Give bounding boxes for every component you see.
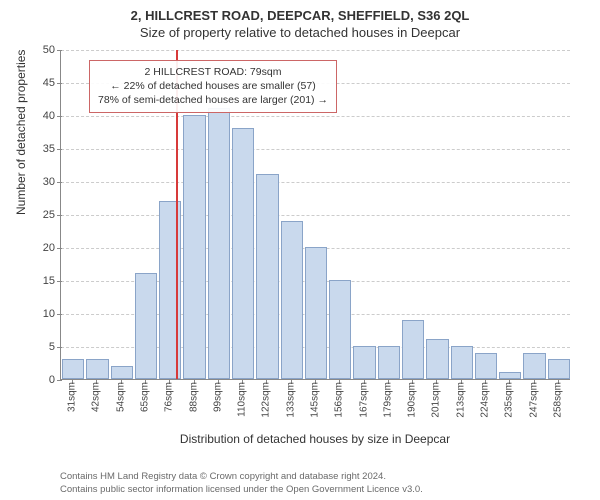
- histogram-bar: [135, 273, 157, 379]
- gridline: [61, 116, 570, 117]
- x-tick-label: 54sqm: [115, 382, 126, 412]
- plot-area: 05101520253035404550 2 HILLCREST ROAD: 7…: [60, 50, 570, 380]
- annotation-box: 2 HILLCREST ROAD: 79sqm ← 22% of detache…: [89, 60, 337, 113]
- histogram-bar: [208, 108, 230, 379]
- histogram-bar: [378, 346, 400, 379]
- x-tick-label: 156sqm: [334, 382, 345, 418]
- x-tick-label: 65sqm: [140, 382, 151, 412]
- annotation-line3: 78% of semi-detached houses are larger (…: [98, 93, 328, 107]
- x-tick-label: 190sqm: [407, 382, 418, 418]
- y-tick-label: 50: [27, 44, 61, 56]
- x-tick-label: 42sqm: [91, 382, 102, 412]
- gridline: [61, 182, 570, 183]
- x-tick-label: 76sqm: [164, 382, 175, 412]
- title-main: 2, HILLCREST ROAD, DEEPCAR, SHEFFIELD, S…: [0, 0, 600, 23]
- x-tick-label: 145sqm: [310, 382, 321, 418]
- footer-attribution: Contains HM Land Registry data © Crown c…: [60, 471, 423, 496]
- x-tick-label: 88sqm: [188, 382, 199, 412]
- histogram-bar: [183, 115, 205, 379]
- footer-line2: Contains public sector information licen…: [60, 484, 423, 496]
- y-tick-label: 30: [27, 176, 61, 188]
- x-tick-label: 31sqm: [67, 382, 78, 412]
- x-tick-label: 224sqm: [480, 382, 491, 418]
- y-axis-label: Number of detached properties: [14, 50, 28, 215]
- gridline: [61, 50, 570, 51]
- histogram-bar: [232, 128, 254, 379]
- x-tick-label: 110sqm: [237, 382, 248, 417]
- y-tick-label: 0: [27, 374, 61, 386]
- histogram-bar: [353, 346, 375, 379]
- x-axis-label: Distribution of detached houses by size …: [60, 432, 570, 446]
- title-sub: Size of property relative to detached ho…: [0, 23, 600, 40]
- histogram-bar: [451, 346, 473, 379]
- x-tick-label: 258sqm: [552, 382, 563, 418]
- x-tick-label: 99sqm: [212, 382, 223, 412]
- histogram-bar: [499, 372, 521, 379]
- gridline: [61, 215, 570, 216]
- histogram-bar: [523, 353, 545, 379]
- histogram-bar: [548, 359, 570, 379]
- histogram-bar: [62, 359, 84, 379]
- annotation-line2: ← 22% of detached houses are smaller (57…: [98, 79, 328, 93]
- histogram-bar: [329, 280, 351, 379]
- plot-outer: 05101520253035404550 2 HILLCREST ROAD: 7…: [60, 50, 570, 410]
- histogram-bar: [402, 320, 424, 379]
- histogram-bar: [305, 247, 327, 379]
- x-tick-label: 201sqm: [431, 382, 442, 418]
- annotation-line1: 2 HILLCREST ROAD: 79sqm: [98, 65, 328, 79]
- y-tick-label: 35: [27, 143, 61, 155]
- y-tick-label: 5: [27, 341, 61, 353]
- x-tick-label: 167sqm: [358, 382, 369, 418]
- footer-line1: Contains HM Land Registry data © Crown c…: [60, 471, 423, 483]
- y-tick-label: 20: [27, 242, 61, 254]
- x-tick-label: 213sqm: [455, 382, 466, 418]
- x-tick-label: 247sqm: [528, 382, 539, 418]
- y-tick-label: 10: [27, 308, 61, 320]
- x-tick-label: 133sqm: [285, 382, 296, 418]
- x-tick-label: 122sqm: [261, 382, 272, 418]
- y-tick-label: 15: [27, 275, 61, 287]
- histogram-bar: [426, 339, 448, 379]
- y-tick-label: 25: [27, 209, 61, 221]
- histogram-bar: [475, 353, 497, 379]
- histogram-bar: [256, 174, 278, 379]
- histogram-bar: [111, 366, 133, 379]
- x-tick-label: 235sqm: [504, 382, 515, 418]
- gridline: [61, 149, 570, 150]
- y-tick-label: 45: [27, 77, 61, 89]
- y-tick-label: 40: [27, 110, 61, 122]
- histogram-bar: [86, 359, 108, 379]
- x-tick-label: 179sqm: [382, 382, 393, 418]
- chart-container: 2, HILLCREST ROAD, DEEPCAR, SHEFFIELD, S…: [0, 0, 600, 500]
- histogram-bar: [281, 221, 303, 379]
